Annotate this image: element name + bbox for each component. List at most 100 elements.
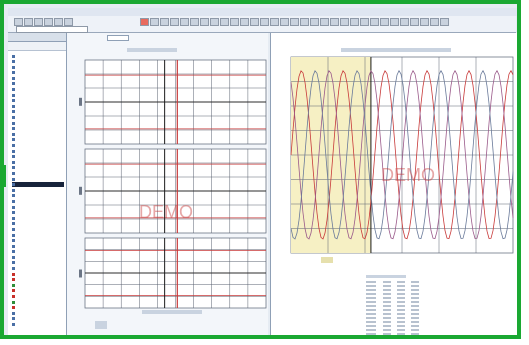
toolbar-button[interactable] xyxy=(350,18,359,26)
trend-charts[interactable]: DEMO xyxy=(67,33,268,339)
list-item-fault[interactable]: ​ xyxy=(12,277,64,283)
axis-marker xyxy=(79,97,82,106)
table-cell xyxy=(411,325,419,327)
toolbar-button[interactable] xyxy=(330,18,339,26)
toolbar-button[interactable] xyxy=(150,18,159,26)
list-item[interactable]: ​ xyxy=(12,126,64,132)
list-item[interactable]: ​ xyxy=(12,266,64,272)
toolbar-button[interactable] xyxy=(370,18,379,26)
toolbar-button[interactable] xyxy=(210,18,219,26)
list-item[interactable]: ​ xyxy=(12,170,64,176)
list-item[interactable]: ​ xyxy=(12,249,64,255)
list-item[interactable]: ​ xyxy=(12,92,64,98)
toolbar-dropdown[interactable] xyxy=(16,26,88,33)
list-item[interactable]: ​ xyxy=(12,131,64,137)
list-item[interactable]: ​ xyxy=(12,64,64,70)
toolbar-button[interactable] xyxy=(430,18,439,26)
list-item[interactable]: ​ xyxy=(12,198,64,204)
list-item-fault[interactable]: ​ xyxy=(12,294,64,300)
list-item[interactable]: ​ xyxy=(12,137,64,143)
toolbar-button[interactable] xyxy=(400,18,409,26)
record-button[interactable] xyxy=(140,18,149,26)
list-item[interactable]: ​ xyxy=(12,103,64,109)
toolbar-button[interactable] xyxy=(390,18,399,26)
list-item[interactable]: ​ xyxy=(12,221,64,227)
toolbar-button[interactable] xyxy=(410,18,419,26)
list-item[interactable]: ​ xyxy=(12,187,64,193)
list-item-ok[interactable]: ​ xyxy=(12,282,64,288)
list-item[interactable]: ​ xyxy=(12,115,64,121)
panel-tabs[interactable] xyxy=(8,33,66,42)
toolbar-button[interactable] xyxy=(380,18,389,26)
axis-marker xyxy=(79,186,82,195)
table-cell xyxy=(411,313,419,315)
table-cell xyxy=(383,301,391,303)
toolbar-button[interactable] xyxy=(440,18,449,26)
list-item[interactable]: ​ xyxy=(12,59,64,65)
toolbar-button[interactable] xyxy=(54,18,63,26)
list-item[interactable]: ​ xyxy=(12,260,64,266)
list-item-ok[interactable]: ​ xyxy=(12,299,64,305)
list-item[interactable]: ​ xyxy=(12,193,64,199)
list-item-fault[interactable]: ​ xyxy=(12,271,64,277)
list-item[interactable]: ​ xyxy=(12,154,64,160)
table-cell xyxy=(366,297,376,299)
toolbar-button[interactable] xyxy=(320,18,329,26)
toolbar-button[interactable] xyxy=(420,18,429,26)
table-cell xyxy=(366,293,376,295)
list-item[interactable]: ​ xyxy=(12,98,64,104)
list-item[interactable]: ​ xyxy=(12,165,64,171)
toolbar-button[interactable] xyxy=(200,18,209,26)
list-item[interactable]: ​ xyxy=(12,87,64,93)
list-item[interactable]: ​ xyxy=(12,70,64,76)
list-item[interactable]: ​ xyxy=(12,159,64,165)
toolbar-button[interactable] xyxy=(24,18,33,26)
list-item[interactable]: ​ xyxy=(12,176,64,182)
toolbar-button[interactable] xyxy=(360,18,369,26)
toolbar-button[interactable] xyxy=(270,18,279,26)
toolbar-button[interactable] xyxy=(280,18,289,26)
table-cell xyxy=(383,321,391,323)
toolbar-button[interactable] xyxy=(190,18,199,26)
list-item[interactable]: ​ xyxy=(12,316,64,322)
list-item[interactable]: ​ xyxy=(12,81,64,87)
toolbar-button[interactable] xyxy=(14,18,23,26)
toolbar-button[interactable] xyxy=(64,18,73,26)
list-item-selected[interactable]: ​ xyxy=(12,181,64,188)
list-item-fault[interactable]: ​ xyxy=(12,305,64,311)
list-item[interactable]: ​ xyxy=(12,310,64,316)
axis-marker xyxy=(79,269,82,278)
list-item[interactable]: ​ xyxy=(12,215,64,221)
toolbar-button[interactable] xyxy=(180,18,189,26)
toolbar-button[interactable] xyxy=(230,18,239,26)
waveform-chart[interactable]: DEMO xyxy=(271,33,518,339)
list-item-fault[interactable]: ​ xyxy=(12,288,64,294)
list-item[interactable]: ​ xyxy=(12,148,64,154)
list-item[interactable]: ​ xyxy=(12,238,64,244)
toolbar-button[interactable] xyxy=(250,18,259,26)
list-item[interactable]: ​ xyxy=(12,53,64,59)
toolbar-button[interactable] xyxy=(260,18,269,26)
toolbar-button[interactable] xyxy=(300,18,309,26)
list-item[interactable]: ​ xyxy=(12,75,64,81)
list-item[interactable]: ​ xyxy=(12,243,64,249)
toolbar-button[interactable] xyxy=(160,18,169,26)
list-item[interactable]: ​ xyxy=(12,109,64,115)
list-item[interactable]: ​ xyxy=(12,226,64,232)
list-item[interactable]: ​ xyxy=(12,210,64,216)
toolbar-button[interactable] xyxy=(290,18,299,26)
toolbar-button[interactable] xyxy=(34,18,43,26)
panel-tab[interactable] xyxy=(107,35,129,41)
toolbar-button[interactable] xyxy=(340,18,349,26)
list-item[interactable]: ​ xyxy=(12,322,64,328)
toolbar-button[interactable] xyxy=(170,18,179,26)
list-item[interactable]: ​ xyxy=(12,204,64,210)
toolbar-button[interactable] xyxy=(220,18,229,26)
list-item[interactable]: ​ xyxy=(12,232,64,238)
list-item[interactable]: ​ xyxy=(12,120,64,126)
toolbar-button[interactable] xyxy=(240,18,249,26)
toolbar-button[interactable] xyxy=(310,18,319,26)
toolbar-button[interactable] xyxy=(44,18,53,26)
list-item[interactable]: ​ xyxy=(12,143,64,149)
list-item[interactable]: ​ xyxy=(12,254,64,260)
